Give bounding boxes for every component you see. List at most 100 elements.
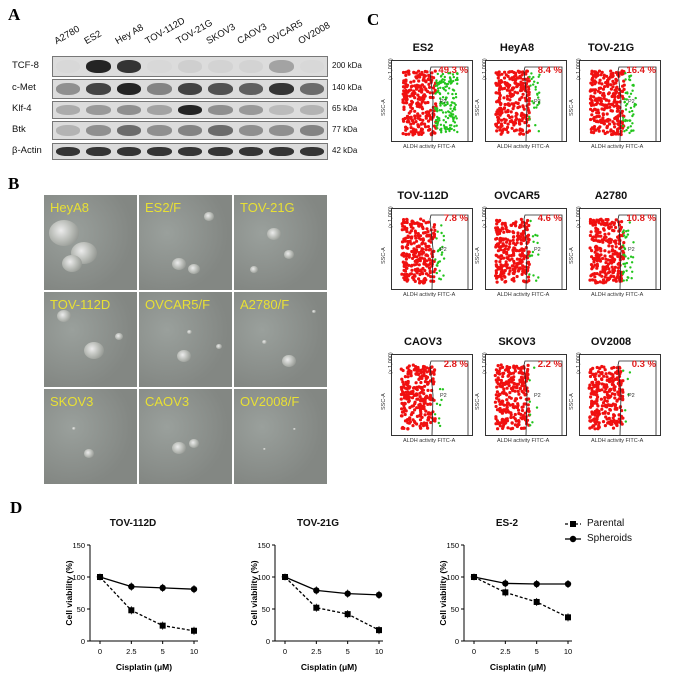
blot-kda-label: 42 kDa [332, 145, 358, 155]
spheroid [172, 258, 186, 270]
flow-event-negative [603, 271, 607, 275]
flow-event-negative [510, 278, 514, 282]
flow-event-positive [627, 393, 630, 396]
flow-event-negative [595, 272, 599, 276]
flow-event-positive [536, 81, 539, 85]
flow-event-negative [401, 380, 405, 384]
flow-event-positive [534, 124, 537, 127]
flow-event-negative [509, 413, 513, 417]
flow-event-positive [444, 115, 447, 118]
flow-event-negative [610, 265, 614, 269]
flow-event-negative [505, 264, 509, 268]
flow-event-positive [435, 79, 438, 82]
flow-event-positive [628, 371, 632, 374]
blot-band [86, 105, 111, 115]
blot-kda-label: 77 kDa [332, 124, 358, 134]
flow-event-positive [454, 92, 458, 96]
data-point-spheroids [375, 591, 383, 599]
blot-band [177, 125, 203, 136]
flow-event-negative [612, 365, 616, 370]
flow-event-negative [595, 420, 599, 424]
flow-event-negative [498, 424, 502, 428]
flow-plot-title: TOV-112D [397, 190, 449, 202]
flow-event-negative [593, 275, 597, 279]
flow-event-negative [613, 388, 617, 392]
flow-event-positive [453, 125, 456, 128]
flow-y-scale: (x 1,000) [388, 206, 394, 228]
flow-event-negative [500, 72, 504, 76]
flow-event-positive [537, 276, 540, 279]
flow-plot: 16.4 % P2 [579, 60, 661, 142]
flow-event-negative [412, 79, 416, 83]
flow-event-negative [414, 128, 418, 132]
spheroid [282, 355, 296, 367]
flow-event-positive [532, 76, 535, 79]
flow-event-negative [502, 270, 506, 275]
flow-event-negative [506, 370, 510, 374]
flow-event-negative [615, 407, 619, 411]
flow-event-positive [628, 78, 631, 81]
flow-event-negative [404, 395, 408, 399]
flow-event-negative [592, 260, 596, 264]
flow-event-negative [402, 119, 406, 123]
flow-event-negative [401, 132, 405, 136]
flow-event-positive [536, 234, 539, 237]
flow-event-positive [443, 78, 446, 82]
flow-event-negative [613, 396, 617, 400]
flow-event-negative [499, 118, 504, 122]
flow-event-negative [514, 128, 518, 132]
flow-event-positive [528, 400, 531, 403]
flow-event-negative [415, 397, 419, 401]
flow-event-negative [517, 392, 521, 396]
y-tick-label: 50 [451, 605, 459, 614]
flow-event-negative [427, 248, 431, 252]
flow-event-negative [409, 122, 413, 126]
flow-event-negative [511, 238, 515, 242]
micrograph-label: OV2008/F [240, 394, 300, 409]
flow-event-negative [422, 407, 426, 411]
spheroid [292, 427, 296, 431]
data-point-parental [159, 622, 166, 629]
flow-event-negative [599, 99, 603, 103]
flow-event-negative [512, 271, 516, 276]
flow-event-positive [528, 75, 531, 79]
flow-event-negative [619, 225, 623, 229]
flow-event-negative [508, 403, 512, 407]
flow-event-negative [621, 256, 625, 260]
flow-event-negative [605, 390, 609, 394]
flow-event-negative [519, 367, 523, 371]
flow-event-negative [603, 232, 607, 236]
y-tick-label: 100 [446, 573, 459, 582]
flow-plot: 10.8 % P2 [579, 208, 661, 290]
flow-event-negative [516, 389, 520, 393]
viability-chart: 0 50 100 150 0 2.5 5 10 Cisplatin (μM) Cell viabi… [438, 541, 572, 672]
flow-event-negative [422, 73, 426, 77]
flow-event-negative [600, 222, 604, 226]
flow-event-negative [512, 246, 516, 250]
flow-event-negative [523, 121, 527, 125]
flow-event-positive [626, 91, 629, 94]
micrograph: OV2008/F [233, 388, 328, 485]
flow-event-negative [495, 380, 499, 384]
flow-event-negative [422, 374, 426, 378]
flow-event-negative [504, 118, 508, 122]
flow-event-negative [414, 71, 418, 75]
flow-event-negative [525, 261, 529, 265]
flow-gate-label: P2 [534, 393, 541, 399]
flow-event-positive [536, 241, 539, 245]
flow-event-negative [406, 234, 410, 238]
flow-percent: 4.6 % [537, 213, 562, 224]
spheroid [72, 427, 76, 431]
x-tick-label: 2.5 [311, 647, 321, 656]
flow-event-positive [449, 72, 452, 75]
flow-gate-label: P2 [440, 393, 447, 399]
flow-event-negative [401, 70, 406, 75]
flow-event-negative [494, 122, 498, 126]
flow-gate-outline [429, 360, 469, 435]
flow-event-negative [517, 423, 521, 427]
flow-event-negative [411, 256, 415, 260]
flow-event-negative [425, 70, 429, 74]
flow-event-positive [629, 266, 632, 269]
flow-event-positive [628, 110, 631, 114]
flow-event-positive [436, 90, 439, 94]
